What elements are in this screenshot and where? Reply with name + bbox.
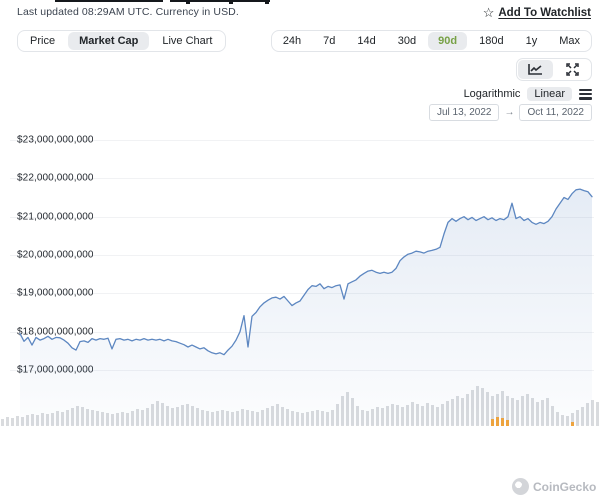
- y-axis-tick-label: $22,000,000,000: [17, 172, 94, 184]
- star-outline-icon: ☆: [482, 5, 495, 20]
- range-180d[interactable]: 180d: [469, 32, 513, 50]
- coingecko-gecko-icon: [512, 478, 529, 495]
- watchlist-label: Add To Watchlist: [498, 6, 591, 19]
- chart-canvas[interactable]: [0, 126, 600, 426]
- y-axis-tick-label: $20,000,000,000: [17, 249, 94, 261]
- market-cap-chart: $23,000,000,000 $22,000,000,000 $21,000,00…: [0, 126, 600, 495]
- scale-toggle-row: Logarithmic Linear: [464, 87, 592, 102]
- time-range-group: 24h 7d 14d 30d 90d 180d 1y Max: [270, 30, 592, 52]
- y-gridline: [10, 140, 594, 141]
- range-14d[interactable]: 14d: [347, 32, 385, 50]
- volume-bar: [596, 402, 599, 426]
- arrow-right-icon: →: [504, 107, 515, 118]
- date-range-row: Jul 13, 2022 → Oct 11, 2022: [428, 104, 592, 121]
- chart-type-toggle: [516, 58, 592, 81]
- coingecko-watermark-label: CoinGecko: [533, 479, 597, 494]
- volume-bar: [6, 417, 9, 426]
- range-24h[interactable]: 24h: [273, 32, 311, 50]
- range-7d[interactable]: 7d: [313, 32, 345, 50]
- metric-tab-group: Price Market Cap Live Chart: [17, 30, 226, 52]
- menu-icon[interactable]: [579, 87, 592, 102]
- add-to-watchlist-link[interactable]: ☆ Add To Watchlist: [483, 6, 591, 19]
- market-cap-line: [19, 188, 593, 356]
- range-90d[interactable]: 90d: [428, 32, 468, 50]
- fullscreen-expand-icon[interactable]: [555, 60, 590, 79]
- range-1y[interactable]: 1y: [516, 32, 548, 50]
- y-axis-tick-label: $21,000,000,000: [17, 211, 94, 223]
- y-axis-tick-label: $19,000,000,000: [17, 287, 94, 299]
- range-max[interactable]: Max: [549, 32, 590, 50]
- volume-bar: [591, 400, 594, 426]
- y-axis-tick-label: $18,000,000,000: [17, 326, 94, 338]
- date-to-input[interactable]: Oct 11, 2022: [519, 104, 592, 121]
- coingecko-watermark: CoinGecko: [512, 478, 596, 495]
- tab-market-cap[interactable]: Market Cap: [68, 32, 150, 50]
- last-updated-text: Last updated 08:29AM UTC. Currency in US…: [17, 6, 239, 18]
- y-gridline: [10, 293, 594, 295]
- tab-live-chart[interactable]: Live Chart: [151, 32, 223, 50]
- market-cap-area: [20, 189, 592, 425]
- y-gridline: [10, 255, 594, 256]
- y-gridline: [10, 216, 594, 218]
- linear-option[interactable]: Linear: [527, 87, 572, 102]
- tab-price[interactable]: Price: [19, 32, 66, 50]
- date-from-input[interactable]: Jul 13, 2022: [428, 104, 500, 121]
- line-chart-icon[interactable]: [518, 60, 553, 79]
- range-30d[interactable]: 30d: [388, 32, 426, 50]
- volume-bar: [16, 416, 19, 426]
- volume-bar: [11, 418, 14, 426]
- y-axis-tick-label: $23,000,000,000: [17, 134, 94, 146]
- logarithmic-option[interactable]: Logarithmic: [463, 88, 521, 101]
- y-gridline: [10, 178, 594, 180]
- volume-bar: [1, 419, 4, 426]
